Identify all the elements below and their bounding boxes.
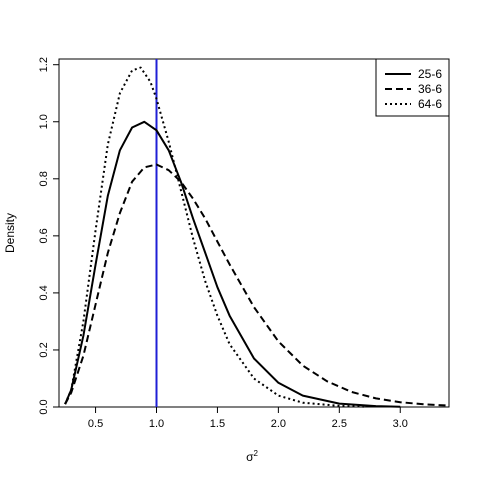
y-tick-label: 0.0	[38, 399, 50, 414]
y-axis-label: Density	[3, 213, 17, 253]
x-axis-label-symbol: σ	[246, 450, 254, 464]
y-tick-label: 0.8	[38, 171, 50, 186]
series-layer	[64, 66, 450, 408]
plot-frame	[58, 58, 450, 408]
y-tick-label: 0.2	[38, 342, 50, 357]
y-tick-label: 0.4	[38, 285, 50, 300]
x-tick-label: 0.5	[88, 418, 103, 430]
series-line-36-6	[64, 163, 450, 407]
y-tick-label: 1.0	[38, 114, 50, 129]
legend-label-36-6: 36-6	[418, 82, 442, 96]
x-tick-label: 2.0	[271, 418, 286, 430]
x-axis-label-superscript: 2	[253, 449, 258, 458]
x-tick-label: 3.0	[393, 418, 408, 430]
series-line-64-6	[64, 66, 364, 408]
legend-label-25-6: 25-6	[418, 67, 442, 81]
legend-label-64-6: 64-6	[418, 97, 442, 111]
x-tick-label: 1.0	[149, 418, 164, 430]
x-tick-label: 1.5	[210, 418, 225, 430]
y-tick-label: 1.2	[38, 57, 50, 72]
x-axis-label: σ2	[246, 449, 258, 464]
axes: 0.5 1.0 1.5 2.0 2.5 3.0 0.0 0.2 0.4 0.6 0.8 1.0 1.2	[38, 57, 408, 430]
legend-box	[375, 58, 450, 117]
y-tick-label: 0.6	[38, 228, 50, 243]
x-tick-label: 2.5	[332, 418, 347, 430]
series-line-25-6	[64, 120, 401, 408]
legend: 25-6 36-6 64-6	[375, 58, 450, 117]
